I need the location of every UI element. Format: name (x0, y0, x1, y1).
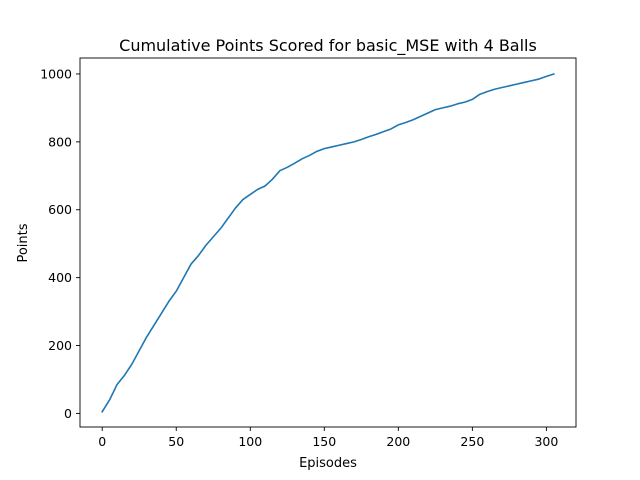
x-axis-label: Episodes (299, 456, 357, 471)
series-line (101, 72, 555, 413)
y-tick-label: 200 (48, 338, 72, 353)
x-tick-label: 150 (312, 434, 336, 449)
y-tick-label: 1000 (40, 66, 72, 81)
plot-frame (79, 57, 577, 428)
y-tick-label: 600 (48, 202, 72, 217)
x-tick-label: 100 (238, 434, 262, 449)
y-tick-label: 400 (48, 270, 72, 285)
chart-title: Cumulative Points Scored for basic_MSE w… (119, 36, 537, 56)
x-tick-label: 300 (534, 434, 558, 449)
y-tick-label: 800 (48, 134, 72, 149)
y-axis-label: Points (16, 223, 31, 262)
x-tick-label: 0 (98, 434, 106, 449)
x-tick-label: 250 (460, 434, 484, 449)
x-tick-label: 50 (168, 434, 184, 449)
axis-ticks: 0 50 100 150 200 250 300 0 200 400 600 800 1000 (40, 66, 558, 449)
x-tick-label: 200 (386, 434, 410, 449)
y-tick-label: 0 (64, 406, 72, 421)
